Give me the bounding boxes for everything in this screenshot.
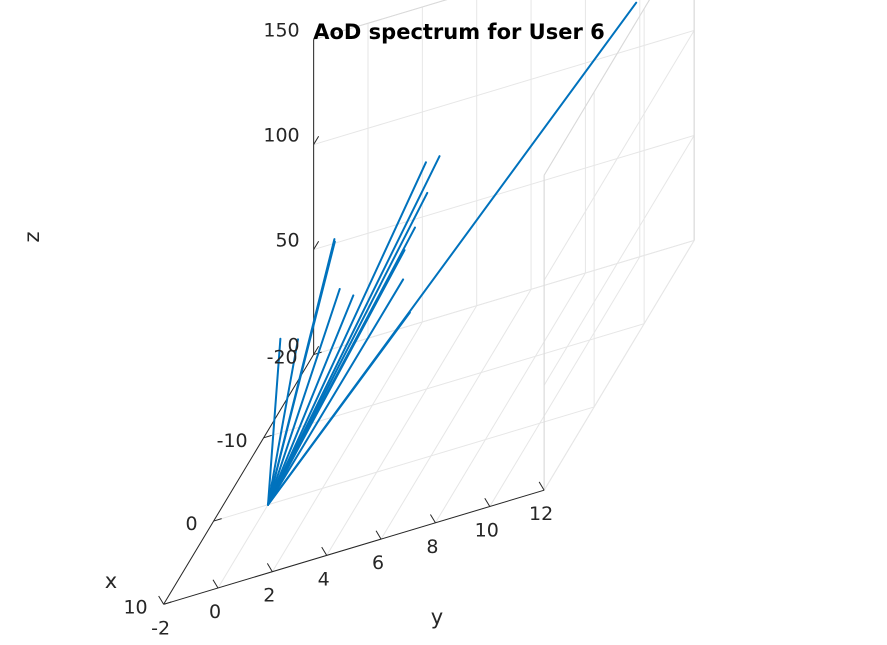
aod-ray-7 — [267, 161, 427, 506]
z-axis-label: z — [20, 231, 44, 242]
aod-ray-11 — [267, 249, 406, 506]
grid-line-floor-y — [434, 272, 586, 524]
y-tick-mark — [266, 563, 273, 572]
y-axis-line — [163, 489, 545, 605]
aod-ray-12 — [267, 278, 405, 506]
y-tick-mark — [375, 530, 382, 540]
grid-line-floor-y — [380, 289, 532, 540]
y-tick-mark — [538, 481, 545, 491]
grid-line-floor-x — [213, 406, 595, 522]
grid-line-back-z — [313, 134, 695, 251]
y-tick-label: 10 — [475, 520, 499, 542]
y-tick-mark — [321, 546, 328, 556]
grid-line-floor-x — [263, 323, 645, 439]
y-axis-label: y — [431, 605, 443, 629]
grid-line-back-z — [313, 29, 695, 146]
text-layer: AoD spectrum for User 6 x y z -20-10010-… — [20, 20, 605, 640]
y-tick-label: 6 — [372, 552, 384, 574]
x-tick-label: -20 — [267, 347, 298, 369]
z-tick-label: 150 — [263, 20, 299, 42]
data-layer — [267, 1, 638, 506]
grid-line-floor-y — [489, 256, 641, 507]
x-axis-label: x — [105, 569, 117, 593]
y-tick-mark — [158, 595, 165, 605]
grid-line-side-z — [543, 135, 695, 386]
x-tick-label: 0 — [186, 513, 198, 535]
box-layer — [313, 0, 695, 491]
y-tick-label: 0 — [209, 601, 221, 623]
aod-ray-6 — [267, 294, 355, 506]
grid-line-side-z — [543, 30, 695, 281]
grid-line-back-z — [313, 239, 695, 356]
y-tick-mark — [484, 497, 491, 507]
grid-layer — [163, 0, 695, 605]
z-tick-mark — [313, 135, 320, 145]
y-tick-mark — [429, 514, 436, 524]
x-tick-mark — [213, 518, 222, 522]
grid-line-side-z — [543, 240, 695, 491]
x-tick-mark — [163, 601, 172, 605]
x-tick-mark — [263, 434, 272, 439]
y-tick-label: 8 — [426, 536, 438, 558]
x-tick-label: -10 — [217, 430, 248, 452]
z-tick-label: 50 — [275, 230, 299, 252]
aod-ray-3 — [267, 240, 336, 506]
chart-title: AoD spectrum for User 6 — [313, 20, 605, 44]
x-tick-label: 10 — [123, 596, 147, 618]
box-edge-top-side — [543, 0, 650, 176]
z-tick-label: 0 — [288, 335, 300, 357]
grid-line-floor-y — [271, 321, 423, 572]
grid-line-floor-y — [326, 305, 478, 556]
y-tick-label: 4 — [318, 568, 330, 590]
aod-ray-14 — [267, 1, 638, 506]
aod-ray-5 — [267, 287, 341, 506]
z-tick-label: 100 — [263, 125, 299, 147]
y-tick-label: -2 — [151, 617, 170, 639]
aod-ray-4 — [267, 338, 299, 506]
axis-layer — [158, 30, 545, 605]
x-axis-line — [163, 354, 315, 605]
box-edge-top-back — [313, 0, 448, 41]
y-tick-mark — [212, 579, 219, 589]
z-tick-mark — [313, 30, 320, 40]
y-tick-label: 12 — [529, 503, 553, 525]
z-tick-mark — [313, 345, 320, 355]
z-tick-mark — [313, 240, 320, 250]
y-tick-label: 2 — [263, 585, 275, 607]
aod-ray-2 — [267, 337, 282, 506]
